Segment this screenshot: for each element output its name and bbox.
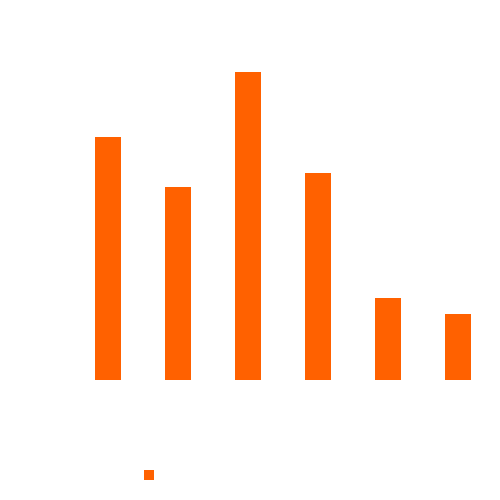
bar-6 bbox=[445, 314, 471, 380]
bar-3 bbox=[235, 72, 261, 380]
bar-group bbox=[95, 72, 471, 380]
bar-5 bbox=[375, 298, 401, 380]
bar-1 bbox=[95, 137, 121, 380]
bar-4 bbox=[305, 173, 331, 380]
bar-2 bbox=[165, 187, 191, 380]
legend-swatch bbox=[144, 470, 154, 480]
legend bbox=[144, 470, 154, 480]
